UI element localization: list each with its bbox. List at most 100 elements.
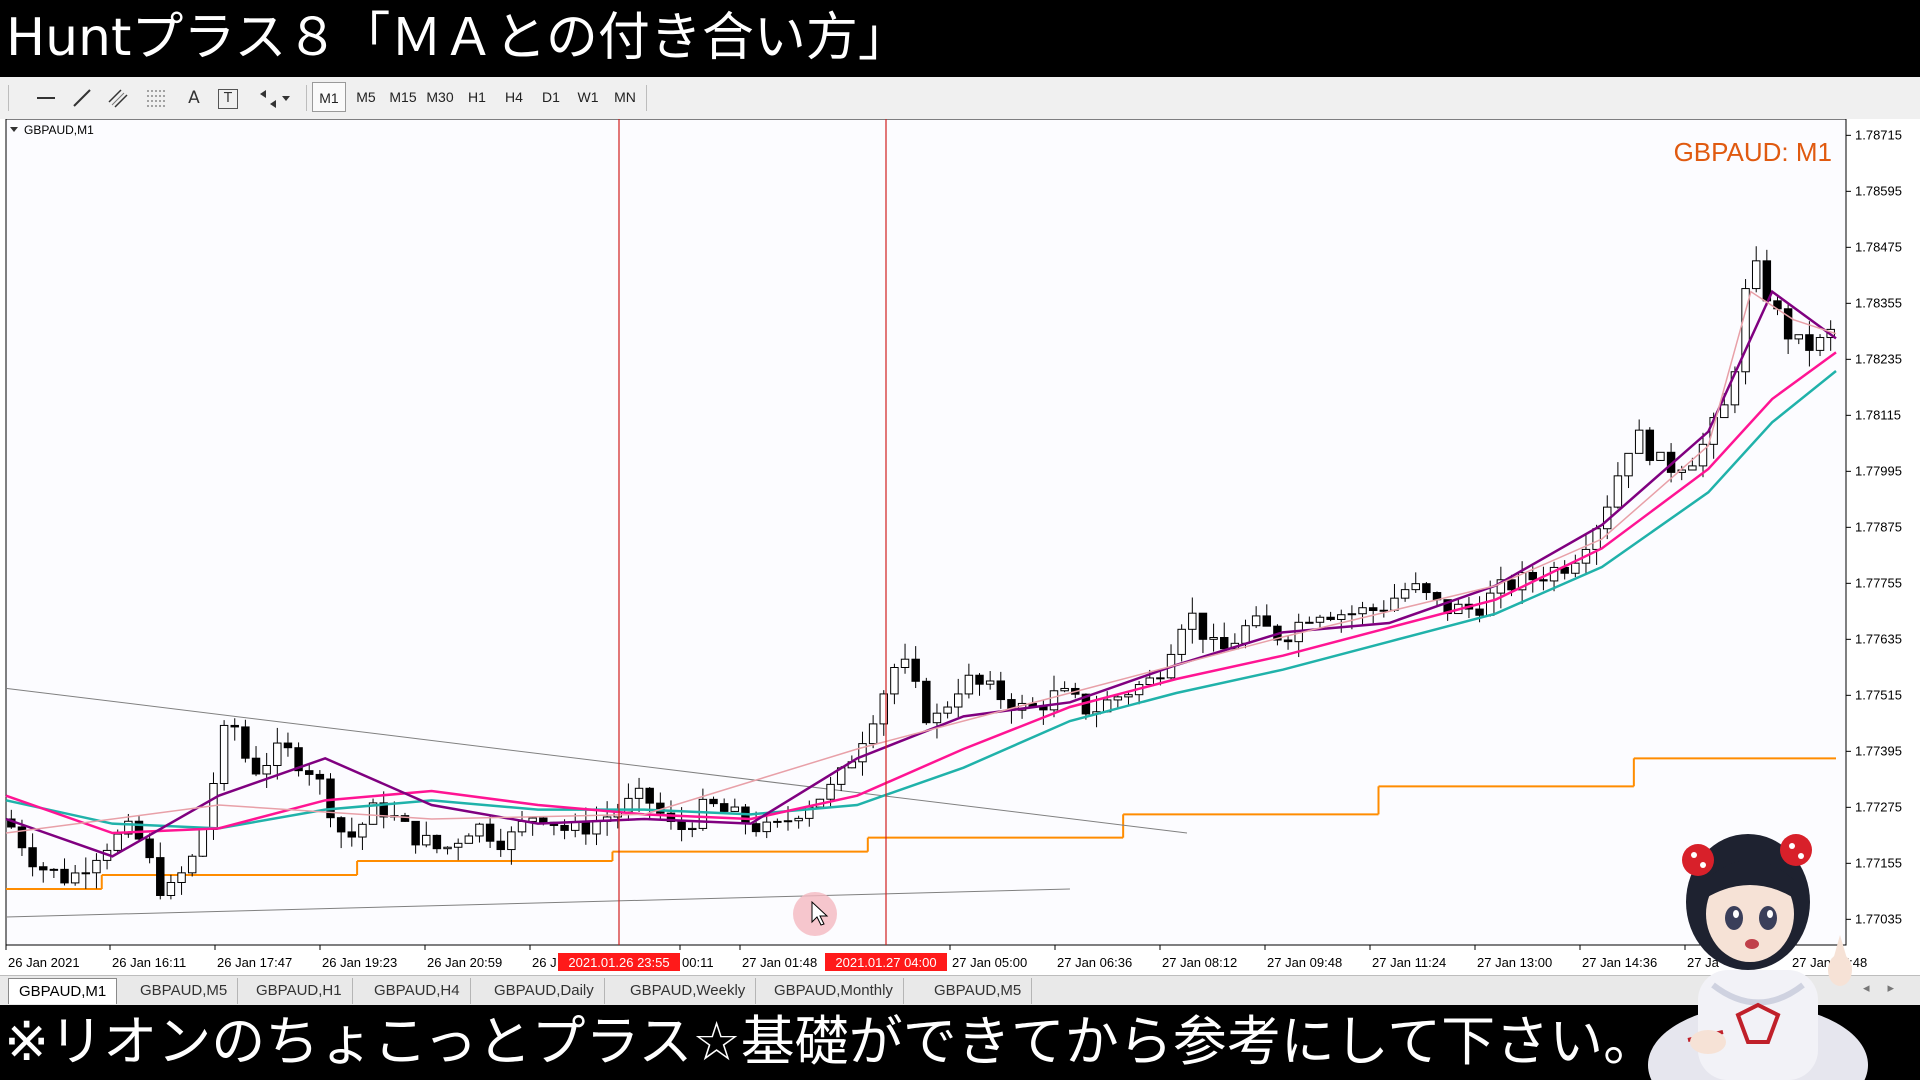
x-tick-label: 27 Jan 11:24 bbox=[1372, 955, 1446, 970]
candle-body bbox=[60, 868, 69, 884]
candle-body bbox=[1698, 443, 1708, 467]
candle-body bbox=[975, 674, 984, 685]
candle-body bbox=[485, 823, 495, 842]
candle-body bbox=[645, 787, 654, 804]
y-tick-label: 1.77635 bbox=[1855, 631, 1902, 646]
candle-body bbox=[879, 693, 888, 725]
timeframe-m5-button[interactable]: M5 bbox=[356, 89, 376, 105]
chart-window[interactable]: GBPAUD,M1 GBPAUD: M1 1.78715 1.78595 1.78475… bbox=[0, 119, 1920, 975]
candle-body bbox=[1368, 607, 1378, 612]
x-tick-label: 27 Jan 01:48 bbox=[742, 955, 817, 970]
ma-slowest-line bbox=[5, 370, 1837, 830]
timeframe-mn-button[interactable]: MN bbox=[614, 89, 636, 105]
candle-body bbox=[1326, 616, 1335, 620]
candle-body bbox=[922, 680, 931, 724]
y-tick-label: 1.78715 bbox=[1855, 127, 1902, 142]
candle-body bbox=[1783, 308, 1793, 340]
tab-scroll-arrows[interactable]: ◂▸ bbox=[1862, 981, 1912, 996]
chart-tab[interactable]: GBPAUD,M5 bbox=[130, 978, 239, 1004]
drawing-toolbar: A T M1 M5 M15 M30 H1 H4 D1 W1 MN bbox=[0, 77, 1920, 120]
horizontal-line-icon[interactable] bbox=[34, 86, 58, 110]
candle-body bbox=[719, 803, 729, 812]
candle-body bbox=[1422, 583, 1431, 594]
y-tick-label: 1.78115 bbox=[1855, 407, 1901, 422]
timeframe-h1-button[interactable]: H1 bbox=[468, 89, 486, 105]
candle-body bbox=[1241, 625, 1250, 644]
ma-fast-line bbox=[5, 290, 1837, 834]
candle-body bbox=[145, 838, 154, 859]
timeframe-m1-button[interactable]: M1 bbox=[312, 82, 346, 112]
chart-tab[interactable]: GBPAUD,M5 bbox=[924, 978, 1033, 1004]
candle-body bbox=[379, 802, 388, 818]
candle-body bbox=[1049, 690, 1059, 711]
y-tick-label: 1.78595 bbox=[1855, 183, 1902, 198]
chart-tab[interactable]: GBPAUD,Daily bbox=[484, 978, 605, 1004]
candle-body bbox=[443, 846, 452, 850]
x-tick-label: 27 Jan 14:36 bbox=[1582, 955, 1657, 970]
candle-body bbox=[517, 820, 527, 833]
trendline-icon[interactable] bbox=[70, 86, 94, 110]
timeframe-m30-button[interactable]: M30 bbox=[426, 89, 454, 105]
candle-body bbox=[964, 674, 974, 695]
candle-body bbox=[1805, 334, 1814, 351]
candle-body bbox=[1634, 429, 1644, 454]
fibonacci-icon[interactable] bbox=[144, 86, 168, 110]
candle-body bbox=[1645, 429, 1655, 461]
y-tick-label: 1.77875 bbox=[1855, 519, 1902, 534]
arrows-icon[interactable] bbox=[256, 86, 292, 110]
candle-body bbox=[868, 723, 878, 745]
time-highlight-label: 2021.01.27 04:00 bbox=[835, 955, 936, 970]
chart-tab[interactable]: GBPAUD,M1 bbox=[8, 978, 118, 1004]
candle-body bbox=[1358, 607, 1367, 615]
candle-body bbox=[134, 820, 144, 840]
y-tick-label: 1.78355 bbox=[1855, 295, 1902, 310]
candle-body bbox=[1592, 528, 1601, 550]
candle-body bbox=[496, 840, 505, 851]
chart-tab[interactable]: GBPAUD,H1 bbox=[246, 978, 353, 1004]
text-icon[interactable]: A bbox=[188, 88, 200, 108]
candle-body bbox=[985, 680, 995, 685]
x-tick-label: 00:11 bbox=[682, 955, 714, 970]
timeframe-d1-button[interactable]: D1 bbox=[542, 89, 560, 105]
candle-body bbox=[262, 764, 271, 775]
x-tick-label: 26 Jan 17:47 bbox=[217, 955, 292, 970]
caption-banner: ※リオンのちょこっとプラス☆基礎ができてから参考にして下さい。 bbox=[0, 1005, 1920, 1080]
chart-window-title: GBPAUD,M1 bbox=[24, 123, 94, 137]
candle-body bbox=[464, 835, 474, 844]
candle-body bbox=[688, 827, 697, 831]
candle-body bbox=[1315, 616, 1325, 623]
candle-body bbox=[1220, 636, 1229, 650]
candle-body bbox=[1624, 452, 1633, 477]
price-chart[interactable]: GBPAUD,M1 GBPAUD: M1 1.78715 1.78595 1.78475… bbox=[0, 119, 1920, 975]
candle-body bbox=[858, 743, 867, 763]
y-tick-label: 1.78235 bbox=[1855, 351, 1902, 366]
candle-body bbox=[39, 866, 48, 871]
candle-body bbox=[1251, 615, 1261, 627]
chart-tab[interactable]: GBPAUD,Monthly bbox=[764, 978, 904, 1004]
candle-body bbox=[1156, 677, 1165, 680]
ma-mid-line bbox=[5, 289, 1837, 858]
candle-body bbox=[560, 824, 569, 831]
candle-body bbox=[315, 773, 325, 780]
candle-body bbox=[198, 828, 208, 857]
candle-body bbox=[368, 802, 378, 825]
candle-body bbox=[156, 857, 165, 896]
candle-body bbox=[177, 872, 186, 883]
candle-body bbox=[751, 823, 761, 833]
candle-body bbox=[1794, 334, 1803, 340]
candle-body bbox=[81, 872, 91, 875]
candle-body bbox=[49, 868, 59, 871]
candle-body bbox=[453, 842, 463, 848]
chart-tab[interactable]: GBPAUD,Weekly bbox=[620, 978, 757, 1004]
text-label-icon[interactable]: T bbox=[218, 89, 238, 109]
candle-body bbox=[411, 820, 420, 846]
timeframe-m15-button[interactable]: M15 bbox=[389, 89, 417, 105]
candle-body bbox=[251, 757, 261, 775]
chart-tab[interactable]: GBPAUD,H4 bbox=[364, 978, 471, 1004]
x-tick-label: 26 Jan 16:11 bbox=[112, 955, 186, 970]
timeframe-w1-button[interactable]: W1 bbox=[577, 89, 599, 105]
mouse-cursor-icon bbox=[811, 900, 829, 926]
timeframe-h4-button[interactable]: H4 bbox=[505, 89, 523, 105]
channel-icon[interactable] bbox=[106, 86, 130, 110]
candle-body bbox=[1209, 636, 1218, 640]
